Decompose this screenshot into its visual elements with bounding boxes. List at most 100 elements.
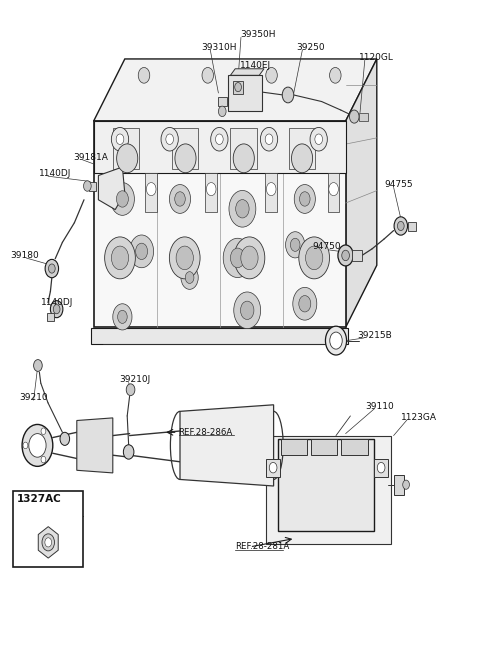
Circle shape bbox=[403, 480, 409, 489]
Circle shape bbox=[211, 128, 228, 151]
Circle shape bbox=[325, 326, 347, 355]
Bar bbox=[289, 128, 315, 170]
Bar bbox=[374, 458, 388, 477]
Circle shape bbox=[223, 238, 252, 278]
Circle shape bbox=[84, 181, 91, 191]
Circle shape bbox=[110, 183, 134, 215]
Text: 39181A: 39181A bbox=[73, 153, 108, 162]
Bar bbox=[328, 173, 339, 212]
Circle shape bbox=[45, 259, 59, 278]
Bar bbox=[408, 222, 416, 231]
Text: 39215B: 39215B bbox=[358, 331, 392, 340]
Polygon shape bbox=[180, 405, 274, 486]
Circle shape bbox=[161, 128, 178, 151]
Bar bbox=[352, 250, 362, 261]
Text: 39210: 39210 bbox=[19, 393, 48, 402]
Circle shape bbox=[53, 305, 60, 314]
Circle shape bbox=[330, 67, 341, 83]
Circle shape bbox=[300, 192, 310, 206]
Circle shape bbox=[29, 434, 46, 457]
Text: REF.28-281A: REF.28-281A bbox=[235, 542, 289, 552]
Circle shape bbox=[41, 457, 46, 463]
Circle shape bbox=[123, 445, 134, 459]
Circle shape bbox=[241, 246, 258, 270]
Bar bbox=[89, 182, 96, 191]
Circle shape bbox=[293, 288, 317, 320]
Circle shape bbox=[233, 144, 254, 173]
Circle shape bbox=[113, 304, 132, 330]
Circle shape bbox=[338, 245, 353, 266]
Circle shape bbox=[229, 191, 256, 227]
Circle shape bbox=[23, 442, 28, 449]
Text: 39180: 39180 bbox=[11, 251, 39, 260]
Text: 39350H: 39350H bbox=[240, 30, 276, 39]
Circle shape bbox=[146, 183, 156, 196]
Circle shape bbox=[290, 238, 300, 252]
Bar bbox=[218, 97, 227, 106]
Circle shape bbox=[282, 87, 294, 103]
Bar bbox=[359, 113, 368, 121]
Circle shape bbox=[315, 134, 323, 145]
Text: 39310H: 39310H bbox=[202, 43, 237, 52]
Bar bbox=[281, 439, 307, 455]
Circle shape bbox=[286, 232, 305, 258]
Circle shape bbox=[330, 332, 342, 349]
Polygon shape bbox=[77, 418, 113, 473]
Circle shape bbox=[230, 248, 245, 268]
Circle shape bbox=[111, 246, 129, 270]
Circle shape bbox=[169, 185, 191, 214]
Circle shape bbox=[306, 246, 323, 270]
Bar bbox=[233, 81, 243, 94]
Text: 1140DJ: 1140DJ bbox=[41, 298, 73, 307]
Bar bbox=[47, 313, 54, 321]
Circle shape bbox=[105, 237, 135, 279]
Circle shape bbox=[138, 67, 150, 83]
Circle shape bbox=[397, 221, 404, 231]
Circle shape bbox=[136, 243, 148, 259]
Circle shape bbox=[269, 462, 277, 473]
Circle shape bbox=[118, 310, 127, 324]
Circle shape bbox=[169, 237, 200, 279]
Circle shape bbox=[166, 134, 173, 145]
Circle shape bbox=[176, 246, 193, 270]
Text: 39210J: 39210J bbox=[119, 375, 150, 384]
Circle shape bbox=[116, 134, 124, 145]
Circle shape bbox=[266, 67, 277, 83]
Text: 1140DJ: 1140DJ bbox=[39, 169, 72, 178]
Polygon shape bbox=[346, 59, 377, 328]
Bar bbox=[394, 475, 404, 495]
Circle shape bbox=[291, 144, 312, 173]
Polygon shape bbox=[266, 436, 391, 544]
Circle shape bbox=[265, 134, 273, 145]
Circle shape bbox=[234, 292, 261, 329]
Circle shape bbox=[329, 183, 338, 196]
Polygon shape bbox=[230, 69, 264, 75]
Polygon shape bbox=[38, 527, 58, 558]
Circle shape bbox=[394, 217, 408, 235]
Bar bbox=[145, 173, 157, 212]
Circle shape bbox=[175, 192, 185, 206]
Text: 39110: 39110 bbox=[366, 402, 395, 411]
Circle shape bbox=[234, 237, 265, 279]
Circle shape bbox=[342, 250, 349, 261]
Circle shape bbox=[377, 462, 385, 473]
Text: 94755: 94755 bbox=[384, 180, 413, 189]
Polygon shape bbox=[91, 328, 348, 344]
Circle shape bbox=[299, 295, 311, 312]
Circle shape bbox=[117, 191, 129, 207]
Bar bbox=[230, 128, 257, 170]
Circle shape bbox=[48, 264, 55, 273]
Text: 94750: 94750 bbox=[312, 242, 341, 251]
Circle shape bbox=[175, 144, 196, 173]
Circle shape bbox=[310, 128, 327, 151]
Circle shape bbox=[235, 83, 241, 92]
Bar bbox=[94, 121, 346, 173]
Text: REF.28-286A: REF.28-286A bbox=[179, 428, 233, 437]
Bar bbox=[171, 128, 198, 170]
Text: 1120GL: 1120GL bbox=[359, 53, 394, 62]
Circle shape bbox=[185, 272, 194, 284]
Circle shape bbox=[260, 128, 277, 151]
Bar bbox=[311, 439, 337, 455]
Circle shape bbox=[117, 144, 138, 173]
Text: 1123GA: 1123GA bbox=[401, 413, 437, 422]
